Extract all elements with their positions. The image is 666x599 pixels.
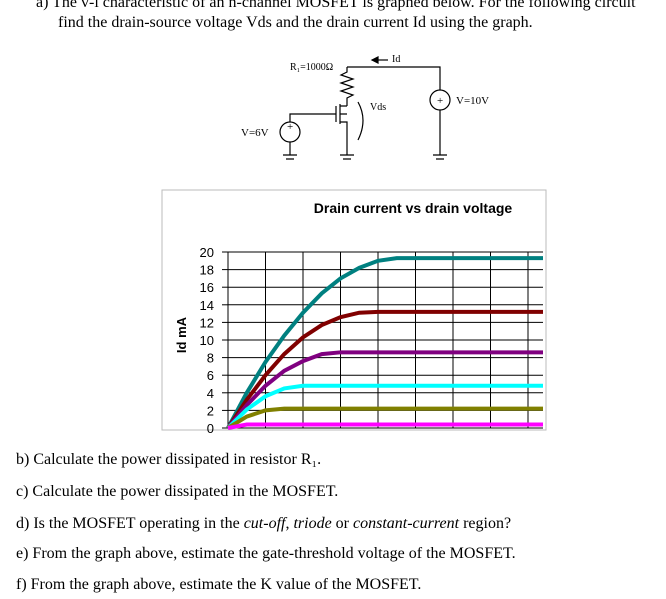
arrow-head xyxy=(370,56,379,64)
y-tick-label: 16 xyxy=(200,280,214,295)
text: or xyxy=(331,515,353,532)
resistor-label: R₁=1000Ω xyxy=(290,62,333,73)
series-line xyxy=(226,309,543,430)
y-tick-label: 18 xyxy=(200,263,214,278)
question-a-line1: a) The v-i characteristic of an n-channe… xyxy=(36,0,636,11)
y-tick-label: 4 xyxy=(207,386,214,401)
question-c: c) Calculate the power dissipated in the… xyxy=(16,483,339,500)
text: region? xyxy=(459,515,512,532)
series-line xyxy=(227,422,543,430)
text: cut-off xyxy=(243,515,286,532)
question-d: d) Is the MOSFET operating in the cut-of… xyxy=(16,515,511,533)
ground xyxy=(433,110,447,160)
circuit: + + xyxy=(279,56,451,160)
y-tick-label: 6 xyxy=(207,368,214,383)
y-tick-label: 0 xyxy=(207,421,214,436)
y-tick-label: 14 xyxy=(200,298,214,313)
source-label: V=10V xyxy=(456,95,489,107)
y-tick-label: 20 xyxy=(200,245,214,260)
gate-label: V=6V xyxy=(241,127,269,139)
y-tick-label: 2 xyxy=(207,403,214,418)
chart-title: Drain current vs drain voltage xyxy=(314,200,513,216)
question-b: b) Calculate the power dissipated in res… xyxy=(16,451,322,468)
current-label: Id xyxy=(392,54,400,65)
ground xyxy=(340,150,354,160)
plus: + xyxy=(437,95,443,107)
wire xyxy=(347,66,441,90)
y-tick-label: 12 xyxy=(200,315,214,330)
question-e: e) From the graph above, estimate the ga… xyxy=(16,545,516,562)
question-a-line2: find the drain-source voltage Vds and th… xyxy=(58,14,533,31)
series-line xyxy=(226,256,543,429)
y-tick-label: 8 xyxy=(207,351,214,366)
chart: Drain current vs drain voltage Id mA 0 2 4… xyxy=(161,189,547,436)
vds-label: Vds xyxy=(370,102,386,113)
series-line xyxy=(226,350,543,430)
text: constant-current xyxy=(353,515,460,532)
question-f: f) From the graph above, estimate the K … xyxy=(16,576,422,593)
y-axis-label: Id mA xyxy=(174,316,189,353)
series-line xyxy=(226,383,543,430)
vds-bracket xyxy=(357,101,364,141)
plus: + xyxy=(287,121,293,133)
resistor xyxy=(339,67,355,106)
y-tick-label: 10 xyxy=(200,333,214,348)
gate-wire xyxy=(289,113,336,122)
series-line xyxy=(226,406,543,430)
ground xyxy=(283,142,297,160)
text: triode xyxy=(293,515,332,532)
mosfet xyxy=(335,104,348,150)
text: , xyxy=(285,515,294,532)
text: d) Is the MOSFET operating in the xyxy=(16,515,244,532)
